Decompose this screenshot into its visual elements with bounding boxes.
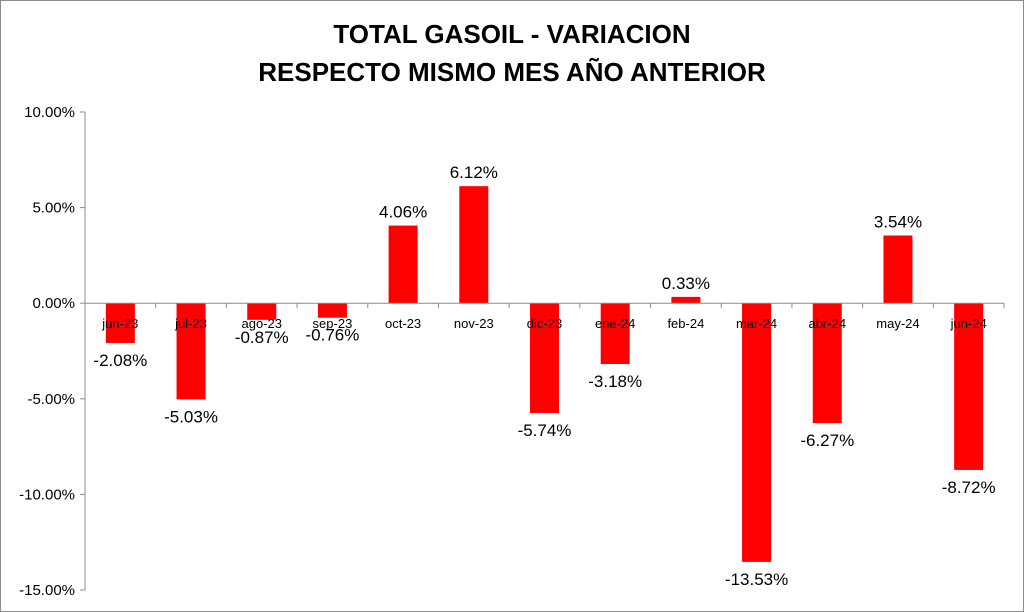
x-tick-label: oct-23 bbox=[385, 316, 421, 331]
y-tick-label: -15.00% bbox=[19, 582, 75, 599]
bar bbox=[812, 303, 842, 424]
x-tick-label: mar-24 bbox=[736, 316, 777, 331]
x-tick-label: feb-24 bbox=[667, 316, 704, 331]
bar bbox=[317, 303, 347, 318]
bar bbox=[883, 235, 913, 304]
data-label: 0.33% bbox=[662, 274, 710, 293]
data-label: 3.54% bbox=[874, 213, 922, 232]
bar bbox=[247, 303, 277, 320]
bar bbox=[954, 303, 984, 470]
data-label: -6.27% bbox=[800, 431, 854, 450]
data-label: -0.87% bbox=[235, 328, 289, 347]
data-label: -2.08% bbox=[93, 351, 147, 370]
data-label: 6.12% bbox=[450, 163, 498, 182]
y-tick-label: -5.00% bbox=[27, 391, 75, 408]
bar bbox=[742, 303, 772, 562]
data-label: 4.06% bbox=[379, 203, 427, 222]
x-tick-label: jun-24 bbox=[950, 316, 987, 331]
data-label: -8.72% bbox=[942, 478, 996, 497]
x-tick-label: dic-23 bbox=[527, 316, 562, 331]
x-tick-label: ago-23 bbox=[241, 316, 281, 331]
x-tick-label: jun-23 bbox=[101, 316, 138, 331]
bar bbox=[459, 186, 489, 304]
chart-title-line1: TOTAL GASOIL - VARIACION bbox=[333, 19, 691, 49]
x-tick-label: jul-23 bbox=[174, 316, 207, 331]
data-label: -3.18% bbox=[588, 372, 642, 391]
bar bbox=[530, 303, 559, 413]
y-tick-label: 10.00% bbox=[24, 104, 75, 121]
data-label: -5.74% bbox=[518, 421, 572, 440]
x-tick-label: nov-23 bbox=[454, 316, 494, 331]
bar bbox=[671, 296, 701, 304]
bar bbox=[176, 303, 206, 400]
bar bbox=[600, 303, 630, 365]
data-label: -0.76% bbox=[305, 326, 359, 345]
y-tick-label: 5.00% bbox=[32, 200, 75, 217]
chart-title: TOTAL GASOIL - VARIACION RESPECTO MISMO … bbox=[1, 15, 1023, 91]
data-label: -13.53% bbox=[725, 570, 788, 589]
bar bbox=[105, 303, 135, 343]
x-tick-label: sep-23 bbox=[313, 316, 353, 331]
chart-title-line2: RESPECTO MISMO MES AÑO ANTERIOR bbox=[258, 57, 766, 87]
x-tick-label: abr-24 bbox=[808, 316, 846, 331]
bar bbox=[388, 225, 418, 304]
y-tick-label: 0.00% bbox=[32, 295, 75, 312]
y-tick-label: -10.00% bbox=[19, 486, 75, 503]
x-tick-label: may-24 bbox=[876, 316, 919, 331]
x-tick-label: ene-24 bbox=[595, 316, 635, 331]
data-label: -5.03% bbox=[164, 407, 218, 426]
